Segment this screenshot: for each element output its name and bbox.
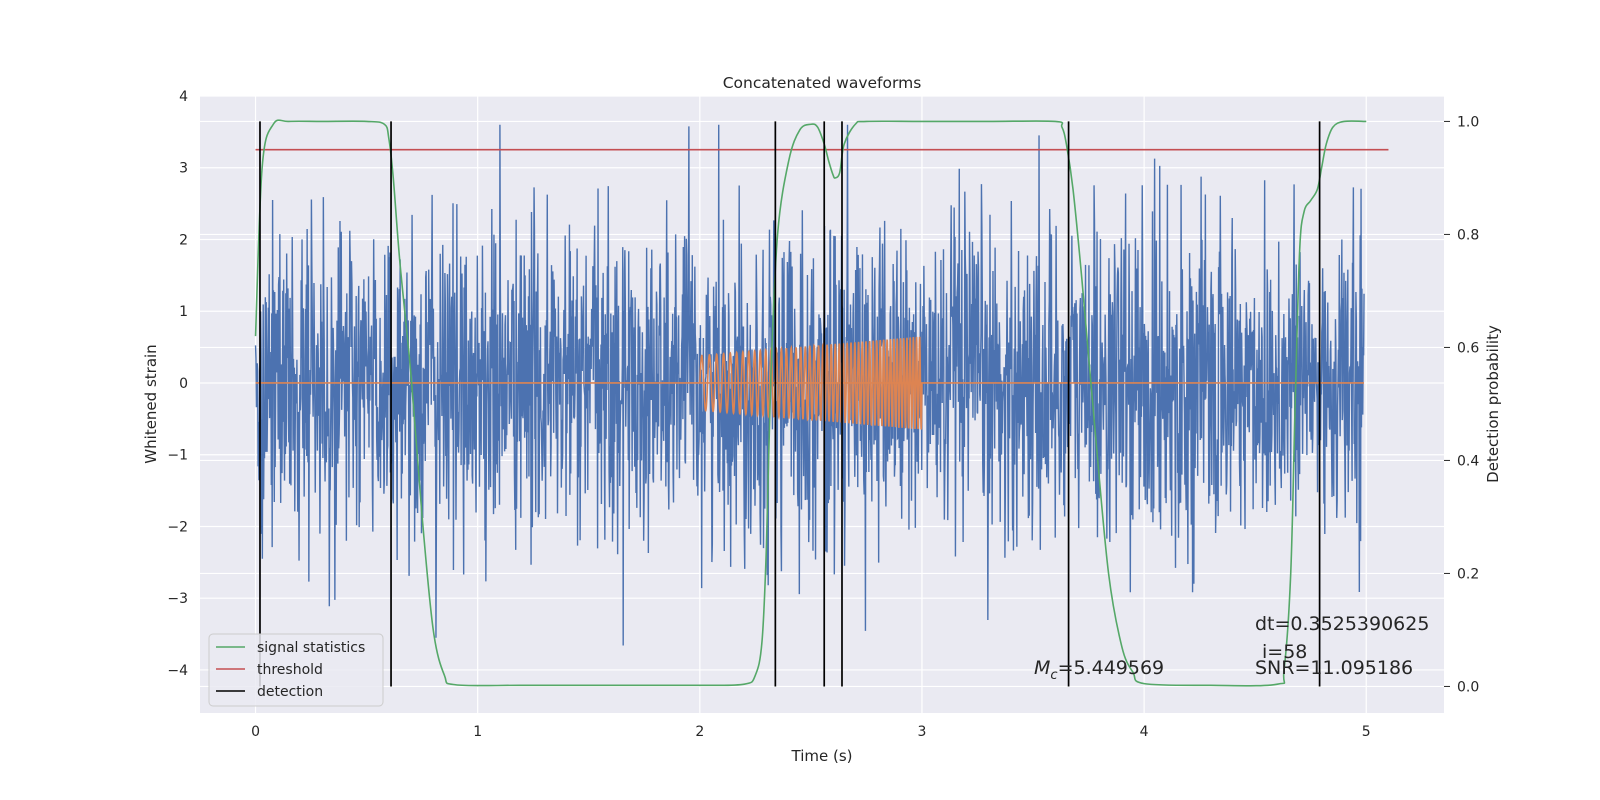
index-annotation: i=58 xyxy=(1262,641,1307,663)
chart-title: Concatenated waveforms xyxy=(723,74,922,92)
plot-area xyxy=(254,119,1389,687)
y-tick-label-left: −1 xyxy=(167,448,188,464)
legend-label-signal-statistics: signal statistics xyxy=(257,640,365,656)
strain-noise-line xyxy=(254,124,1365,646)
template-chirp-line xyxy=(699,336,923,430)
chirp-mass-annotation: Mc=5.449569 xyxy=(1034,657,1164,683)
y-tick-label-left: 2 xyxy=(179,232,188,248)
x-tick-label: 5 xyxy=(1362,724,1371,740)
legend-label-threshold: threshold xyxy=(257,662,323,678)
y-tick-label-right: 0.0 xyxy=(1457,679,1479,695)
tick-labels: 0 1 2 3 4 5 4 3 2 1 0 −1 −2 −3 −4 1.0 0.8 0.6 0.4 0.2 0.0 xyxy=(167,89,1479,740)
x-tick-label: 3 xyxy=(918,724,927,740)
x-tick-label: 1 xyxy=(473,724,482,740)
legend-box xyxy=(208,633,384,707)
y-tick-label-left: 0 xyxy=(179,376,188,392)
y-tick-label-right: 1.0 xyxy=(1457,114,1479,130)
y-tick-label-left: −2 xyxy=(167,519,188,535)
snr-annotation: SNR=11.095186 xyxy=(1255,657,1413,679)
y-tick-label-right: 0.2 xyxy=(1457,566,1479,582)
y-tick-label-right: 0.4 xyxy=(1457,453,1479,469)
y-tick-label-left: 3 xyxy=(179,161,188,177)
y-tick-label-right: 0.8 xyxy=(1457,227,1479,243)
y-tick-label-left: 1 xyxy=(179,304,188,320)
x-tick-label: 0 xyxy=(251,724,260,740)
x-tick-label: 4 xyxy=(1140,724,1149,740)
y-tick-label-left: 4 xyxy=(179,89,188,105)
y-tick-label-left: −4 xyxy=(167,663,188,679)
y-axis-label-left: Whitened strain xyxy=(142,344,160,463)
y-tick-label-left: −3 xyxy=(167,591,188,607)
x-axis-label: Time (s) xyxy=(791,747,853,765)
dt-annotation: dt=0.3525390625 xyxy=(1255,613,1429,635)
y-axis-label-right: Detection probability xyxy=(1484,325,1502,483)
y-tick-label-right: 0.6 xyxy=(1457,340,1479,356)
legend-label-detection: detection xyxy=(257,684,323,700)
legend: signal statistics threshold detection xyxy=(208,633,384,707)
x-tick-label: 2 xyxy=(695,724,704,740)
signal-statistics-line xyxy=(254,119,1367,687)
